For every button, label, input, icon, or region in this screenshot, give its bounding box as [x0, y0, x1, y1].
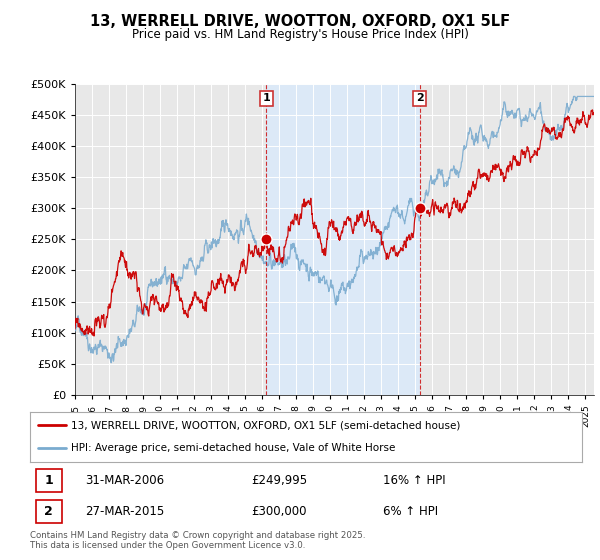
Text: £300,000: £300,000 — [251, 505, 307, 519]
Text: 16% ↑ HPI: 16% ↑ HPI — [383, 474, 446, 487]
FancyBboxPatch shape — [35, 469, 62, 492]
Text: 2: 2 — [44, 505, 53, 519]
Text: 1: 1 — [44, 474, 53, 487]
Text: 27-MAR-2015: 27-MAR-2015 — [85, 505, 164, 519]
Text: 2: 2 — [416, 94, 424, 104]
Bar — [266, 84, 419, 395]
Text: 31-MAR-2006: 31-MAR-2006 — [85, 474, 164, 487]
FancyBboxPatch shape — [35, 501, 62, 524]
Text: 6% ↑ HPI: 6% ↑ HPI — [383, 505, 439, 519]
Text: 1: 1 — [263, 94, 271, 104]
Text: HPI: Average price, semi-detached house, Vale of White Horse: HPI: Average price, semi-detached house,… — [71, 444, 396, 454]
Text: Price paid vs. HM Land Registry's House Price Index (HPI): Price paid vs. HM Land Registry's House … — [131, 28, 469, 41]
Text: Contains HM Land Registry data © Crown copyright and database right 2025.
This d: Contains HM Land Registry data © Crown c… — [30, 531, 365, 550]
Text: 13, WERRELL DRIVE, WOOTTON, OXFORD, OX1 5LF (semi-detached house): 13, WERRELL DRIVE, WOOTTON, OXFORD, OX1 … — [71, 420, 461, 430]
Text: 13, WERRELL DRIVE, WOOTTON, OXFORD, OX1 5LF: 13, WERRELL DRIVE, WOOTTON, OXFORD, OX1 … — [90, 14, 510, 29]
Text: £249,995: £249,995 — [251, 474, 307, 487]
